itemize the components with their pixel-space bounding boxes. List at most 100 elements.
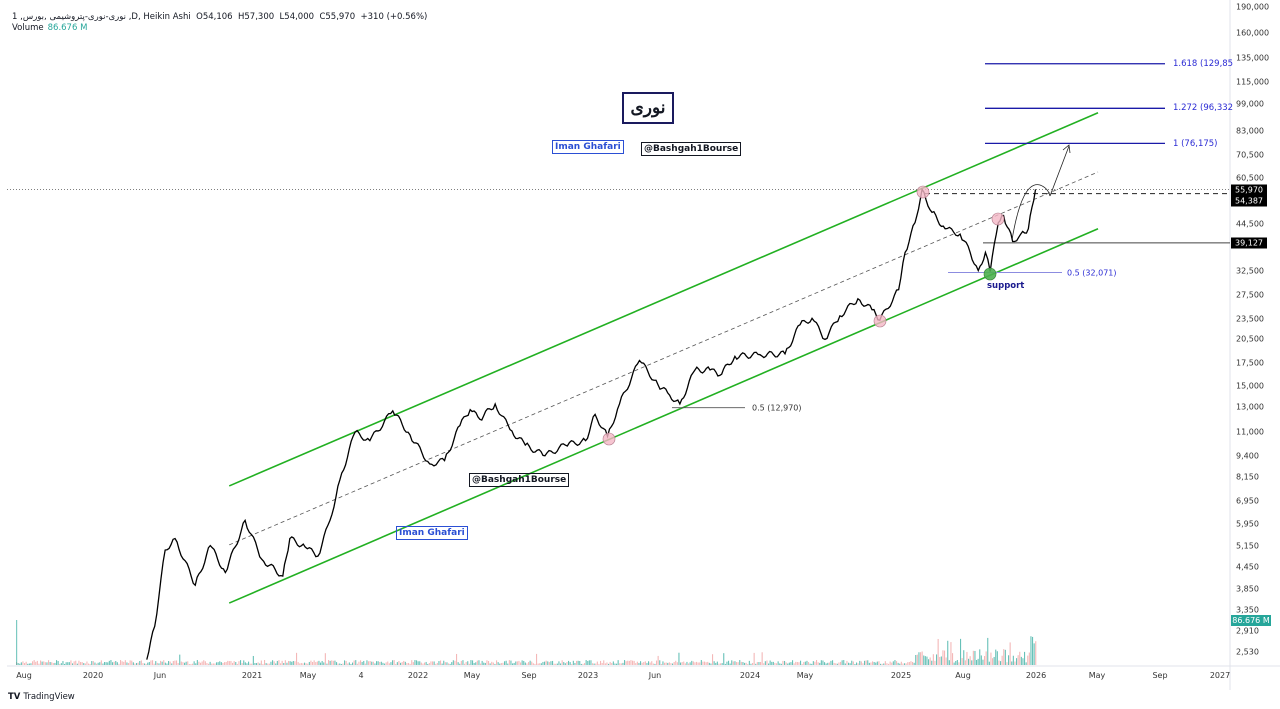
volume-bar — [736, 662, 738, 665]
volume-bar — [646, 662, 648, 665]
ohlc-high: H57,300 — [238, 12, 275, 22]
volume-bar — [721, 663, 723, 665]
volume-bar — [456, 653, 458, 665]
volume-bar — [820, 660, 822, 665]
volume-bar — [764, 661, 766, 665]
volume-bar — [454, 660, 456, 665]
volume-bar — [592, 663, 594, 665]
volume-bar — [35, 661, 37, 665]
volume-bar — [201, 661, 203, 665]
volume-bar — [603, 660, 605, 665]
volume-bar — [982, 659, 984, 665]
volume-bar — [78, 660, 80, 665]
volume-bar — [307, 663, 309, 665]
volume-bar — [238, 661, 240, 665]
volume-bar — [419, 661, 421, 665]
touch-point-circle — [602, 432, 616, 446]
volume-bar — [203, 660, 205, 665]
volume-bar — [715, 662, 717, 665]
volume-bar — [897, 662, 899, 665]
volume-bar — [236, 663, 238, 665]
volume-bar — [136, 662, 138, 665]
volume-bar — [665, 662, 667, 665]
volume-bar — [475, 662, 477, 665]
volume-bar — [462, 660, 464, 665]
volume-bar — [774, 662, 776, 665]
volume-bar — [348, 662, 350, 665]
volume-bar — [220, 662, 222, 665]
volume-bar — [841, 660, 843, 665]
volume-bar — [680, 662, 682, 665]
volume-bar — [451, 662, 453, 665]
volume-bar — [416, 660, 418, 665]
symbol-logo-text: نوری — [622, 92, 674, 124]
brand-name: TradingView — [23, 692, 75, 702]
volume-bar — [931, 660, 933, 665]
volume-bar — [444, 662, 446, 665]
volume-bar — [934, 660, 936, 665]
volume-bar — [670, 663, 672, 665]
volume-bar — [177, 663, 179, 665]
volume-bar — [892, 661, 894, 665]
volume-bar — [825, 663, 827, 665]
volume-bar — [292, 660, 294, 665]
volume-bar — [342, 663, 344, 665]
y-tick-label: 2,910 — [1236, 626, 1259, 636]
symbol-name[interactable]: 1 ,نوری-نوری-پتروشیمی ,بورس ,D — [12, 12, 138, 22]
volume-bar — [40, 660, 42, 665]
volume-bar — [881, 663, 883, 665]
volume-bar — [683, 661, 685, 665]
volume-bar — [480, 663, 482, 665]
volume-bar — [204, 661, 206, 665]
volume-bar — [521, 660, 523, 665]
volume-bar — [230, 660, 232, 665]
volume-bar — [1014, 661, 1016, 665]
y-tick-label: 20,500 — [1236, 334, 1264, 344]
volume-bar — [336, 662, 338, 665]
volume-bar — [358, 661, 360, 665]
volume-bar — [176, 660, 178, 665]
volume-bar — [180, 661, 182, 665]
volume-bar — [857, 663, 859, 665]
volume-bar — [566, 662, 568, 665]
volume-bar — [561, 660, 563, 665]
volume-bar — [801, 663, 803, 665]
volume-bar — [918, 652, 920, 665]
touch-point-circle — [916, 185, 930, 199]
y-tick-label: 3,850 — [1236, 584, 1259, 594]
volume-bar — [862, 663, 864, 665]
tradingview-icon: TV — [8, 692, 21, 702]
volume-bar — [457, 662, 459, 665]
volume-legend: Volume 86.676 M — [12, 23, 87, 33]
volume-label[interactable]: Volume — [12, 23, 44, 33]
volume-bar — [704, 661, 706, 665]
volume-bar — [192, 663, 194, 665]
volume-bar — [884, 661, 886, 665]
tradingview-logo[interactable]: TV TradingView — [8, 692, 75, 702]
volume-bar — [92, 661, 94, 665]
volume-bar — [392, 660, 394, 665]
volume-bar — [974, 650, 976, 665]
y-tick-label: 3,350 — [1236, 605, 1259, 615]
volume-bar — [225, 662, 227, 665]
volume-bar — [835, 663, 837, 665]
volume-bar — [41, 661, 43, 665]
volume-bar — [782, 660, 784, 665]
volume-bar — [582, 663, 584, 665]
volume-bar — [233, 661, 235, 665]
x-tick-label: Jun — [648, 671, 662, 680]
volume-bar — [888, 663, 890, 665]
volume-bar — [958, 662, 960, 665]
volume-price-label: 86.676 M — [1231, 615, 1271, 626]
volume-bar — [211, 663, 213, 665]
volume-bar — [713, 661, 715, 665]
volume-bar — [441, 663, 443, 665]
volume-bar — [297, 662, 299, 665]
volume-bar — [291, 661, 293, 665]
volume-bar — [587, 661, 589, 665]
dashed-level-label: 54,387 — [1231, 195, 1267, 207]
volume-bar — [75, 660, 77, 665]
volume-bar — [654, 663, 656, 665]
touch-point-circle — [991, 212, 1005, 226]
